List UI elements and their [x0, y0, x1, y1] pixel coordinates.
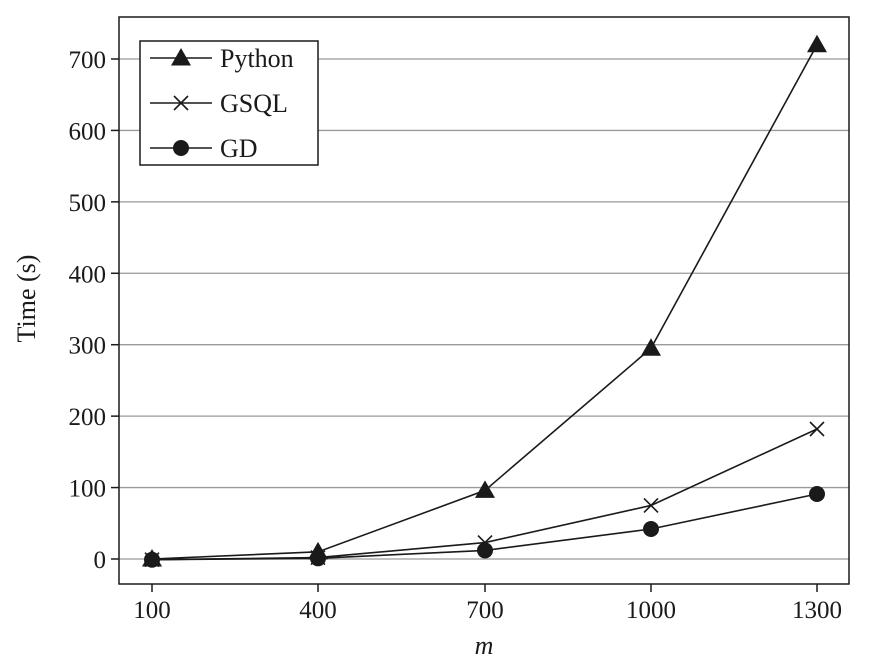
legend-entry-gsql: GSQL — [150, 89, 288, 118]
y-tick-label-500: 500 — [69, 190, 107, 217]
x-axis-label: m — [475, 631, 494, 660]
point-python-700 — [475, 480, 495, 498]
series-gd — [144, 485, 825, 568]
legend-marker-gd — [173, 140, 189, 156]
plot-series — [142, 34, 827, 568]
legend-entry-python: Python — [150, 44, 294, 73]
y-tick-label-200: 200 — [69, 404, 107, 431]
y-axis-label: Time (s) — [12, 255, 41, 343]
point-gd-700 — [477, 542, 493, 559]
legend-label-gsql: GSQL — [220, 89, 288, 118]
x-tick-label-400: 400 — [299, 597, 337, 624]
point-gsql-1300 — [809, 421, 825, 437]
legend: Python GSQL GD — [139, 40, 319, 166]
point-gd-1300 — [809, 485, 825, 502]
x-tick-label-100: 100 — [133, 597, 171, 624]
y-tick-label-0: 0 — [94, 547, 107, 574]
point-python-1300 — [807, 34, 827, 53]
point-python-1000 — [641, 338, 661, 356]
point-gsql-1000 — [643, 497, 659, 513]
x-tick-label-700: 700 — [466, 597, 504, 624]
y-tick-label-100: 100 — [69, 476, 107, 503]
legend-label-gd: GD — [220, 134, 258, 163]
plot-frame — [118, 16, 850, 585]
y-tick-label-700: 700 — [69, 47, 107, 74]
point-gd-1000 — [643, 520, 659, 537]
x-tick-label-1000: 1000 — [626, 597, 676, 624]
legend-entry-gd: GD — [150, 134, 258, 163]
y-tick-label-600: 600 — [69, 118, 107, 145]
y-tick-label-300: 300 — [69, 333, 107, 360]
x-tick-label-1300: 1300 — [792, 597, 842, 624]
y-axis-ticks: 0 100 200 300 400 500 600 700 — [69, 47, 119, 574]
point-gd-100 — [144, 551, 160, 568]
y-tick-label-400: 400 — [69, 261, 107, 288]
legend-label-python: Python — [220, 44, 294, 73]
point-gd-400 — [310, 550, 326, 567]
legend-marker-gsql — [173, 95, 189, 111]
legend-marker-python — [171, 48, 191, 66]
x-axis-ticks: 100 400 700 1000 1300 — [133, 584, 842, 624]
